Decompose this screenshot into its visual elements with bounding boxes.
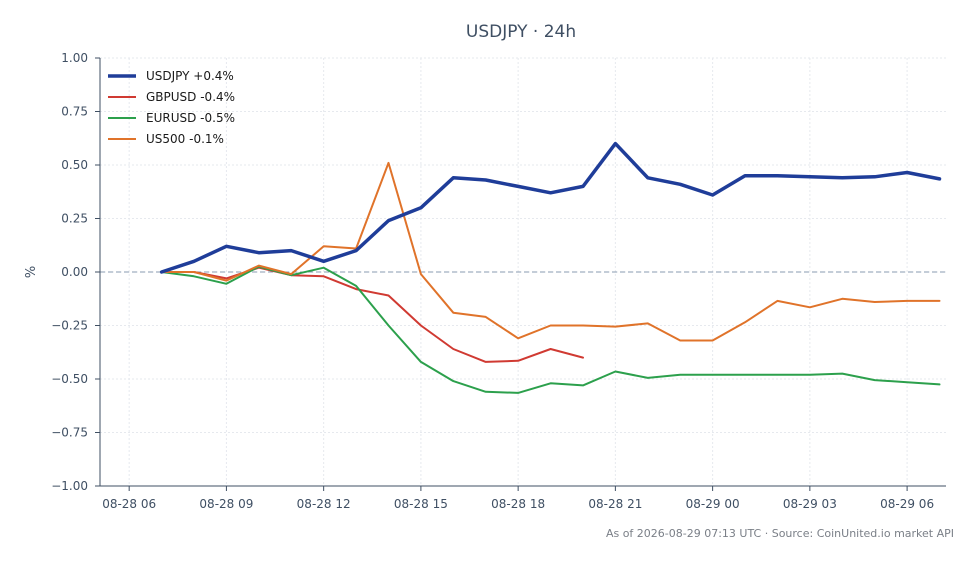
y-tick-label: 0.75 bbox=[61, 105, 88, 119]
series-line-gbpusd bbox=[160, 266, 584, 363]
legend-label-usdjpy: USDJPY +0.4% bbox=[146, 69, 234, 83]
y-tick-label: −0.50 bbox=[51, 372, 88, 386]
y-tick-label: 0.00 bbox=[61, 265, 88, 279]
chart-title: USDJPY · 24h bbox=[466, 22, 576, 42]
series-line-us500 bbox=[160, 161, 941, 342]
x-tick-label: 08-28 09 bbox=[199, 497, 253, 511]
x-tick-label: 08-28 12 bbox=[297, 497, 351, 511]
x-tick-label: 08-28 06 bbox=[102, 497, 156, 511]
x-tick-label: 08-28 21 bbox=[588, 497, 642, 511]
y-tick-label: −0.75 bbox=[51, 426, 88, 440]
y-tick-label: −0.25 bbox=[51, 319, 88, 333]
series-line-usdjpy bbox=[159, 141, 942, 274]
axes: 1.00 0.75 0.50 0.25 0.00 −0.25 −0.50 −0.75 −1.00… bbox=[51, 51, 946, 511]
y-tick-label: 0.25 bbox=[61, 212, 88, 226]
series-lines bbox=[159, 141, 942, 394]
footer-source: As of 2026-08-29 07:13 UTC · Source: Coi… bbox=[606, 527, 954, 540]
x-tick-label: 08-28 15 bbox=[394, 497, 448, 511]
legend: USDJPY +0.4% GBPUSD -0.4% EURUSD -0.5% US50… bbox=[108, 69, 235, 146]
legend-label-gbpusd: GBPUSD -0.4% bbox=[146, 90, 235, 104]
x-tick-label: 08-29 06 bbox=[880, 497, 934, 511]
x-tick-label: 08-29 03 bbox=[783, 497, 837, 511]
y-tick-label: −1.00 bbox=[51, 479, 88, 493]
x-tick-label: 08-28 18 bbox=[491, 497, 545, 511]
x-tick-label: 08-29 00 bbox=[686, 497, 740, 511]
y-tick-label: 1.00 bbox=[61, 51, 88, 65]
y-axis-label: % bbox=[24, 266, 39, 278]
y-tick-label: 0.50 bbox=[61, 158, 88, 172]
series-line-eurusd bbox=[160, 265, 941, 394]
legend-label-eurusd: EURUSD -0.5% bbox=[146, 111, 235, 125]
legend-label-us500: US500 -0.1% bbox=[146, 132, 224, 146]
